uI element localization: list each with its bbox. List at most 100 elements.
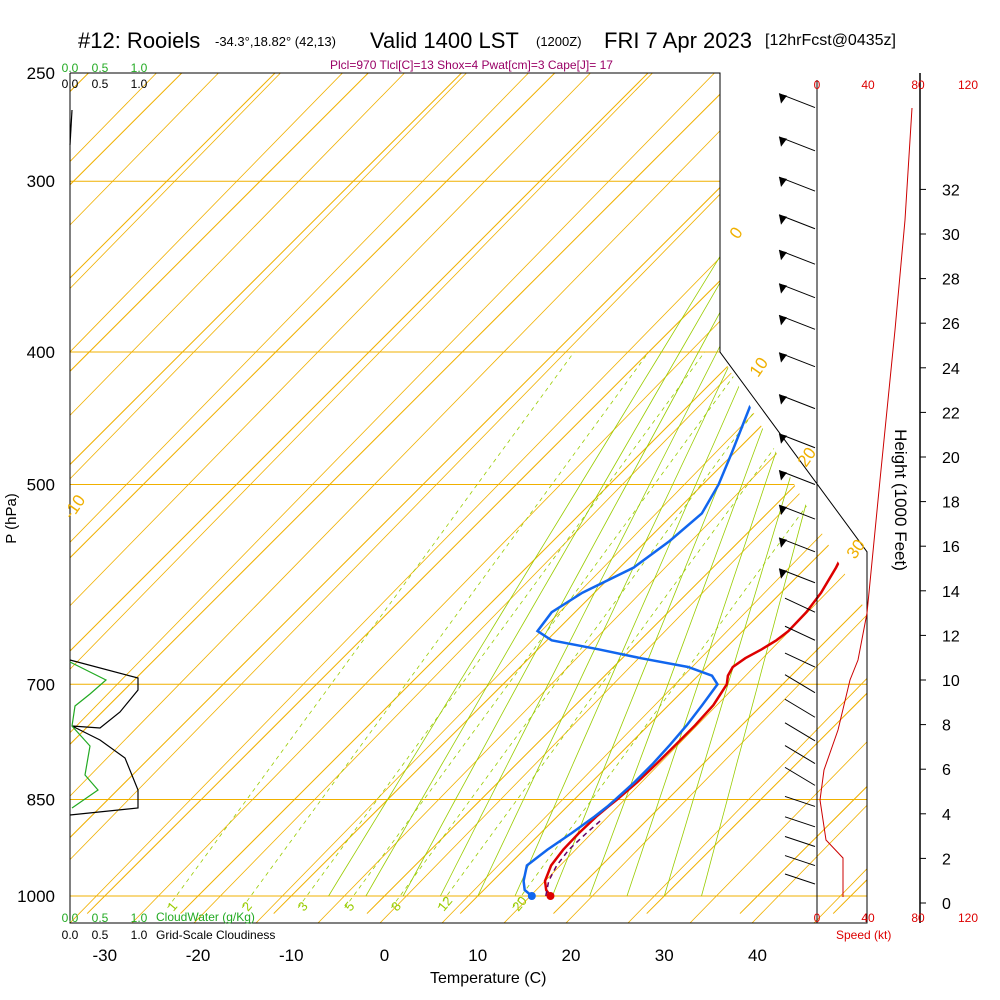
speed-tick-label: 80 bbox=[911, 911, 925, 925]
isotherm-line bbox=[70, 73, 860, 914]
sounding-parameters: Plcl=970 Tlcl[C]=13 Shox=4 Pwat[cm]=3 Ca… bbox=[330, 58, 613, 72]
height-tick-label: 28 bbox=[942, 272, 960, 289]
station-coords: -34.3°,18.82° (42,13) bbox=[215, 34, 336, 49]
isotherm-label: 30 bbox=[843, 536, 869, 562]
pressure-tick-label: 400 bbox=[27, 343, 55, 362]
height-tick-label: 22 bbox=[942, 405, 960, 422]
temperature-line bbox=[543, 107, 867, 897]
wind-barb-flag bbox=[779, 136, 787, 147]
pressure-tick-label: 1000 bbox=[17, 887, 55, 906]
dry-adiabat-line bbox=[627, 73, 867, 923]
cloudwater-scale-label: 1.0 bbox=[131, 61, 148, 75]
wind-barb-flag bbox=[779, 537, 787, 548]
wind-barb-flag bbox=[779, 214, 787, 225]
wind-barb bbox=[784, 855, 816, 867]
pressure-tick-label: 250 bbox=[27, 64, 55, 83]
mixing-ratio-line bbox=[437, 351, 845, 908]
isotherm-line bbox=[553, 73, 867, 914]
temperature-tick-label: 40 bbox=[748, 946, 767, 965]
isotherm-label: 10 bbox=[746, 354, 772, 380]
wind-barb-flag bbox=[779, 433, 787, 444]
isotherm-line bbox=[70, 73, 487, 914]
wind-barb bbox=[784, 597, 816, 613]
wind-barb bbox=[784, 625, 816, 641]
isotherm-line bbox=[180, 73, 867, 914]
cloudwater-scale-label: 1.0 bbox=[131, 911, 148, 925]
isotherm-line bbox=[459, 73, 867, 914]
isotherm-line bbox=[832, 73, 867, 914]
pressure-tick-label: 300 bbox=[27, 172, 55, 191]
speed-tick-label: 0 bbox=[814, 911, 821, 925]
wind-barb-flag bbox=[779, 352, 787, 363]
dry-adiabat-line bbox=[70, 73, 859, 923]
dry-adiabat-line bbox=[70, 73, 673, 923]
dry-adiabat-line bbox=[70, 73, 487, 923]
wind-barb-flag bbox=[779, 568, 787, 579]
isotherm-line bbox=[70, 73, 114, 914]
right-axes: 0040408080120120024681012141618202224262… bbox=[814, 73, 978, 925]
temperature-tick-label: -30 bbox=[92, 946, 117, 965]
height-tick-label: 2 bbox=[942, 851, 951, 868]
cloudwater-scale-label: 0.0 bbox=[62, 61, 79, 75]
wind-barb bbox=[784, 745, 816, 764]
dry-adiabat-line bbox=[131, 73, 867, 923]
wind-barb bbox=[784, 674, 816, 694]
dry-adiabat-line bbox=[441, 73, 867, 923]
cloudiness-scale-label: 0.0 bbox=[62, 77, 79, 91]
parcel-trace bbox=[545, 819, 602, 897]
surface-temperature-marker bbox=[546, 892, 555, 900]
plot-frame bbox=[69, 72, 868, 924]
height-tick-label: 32 bbox=[942, 182, 960, 199]
isotherm-label: 20 bbox=[794, 444, 820, 470]
height-axis-label: Height (1000 Feet) bbox=[891, 429, 910, 571]
height-tick-label: 12 bbox=[942, 628, 960, 645]
height-tick-label: 18 bbox=[942, 495, 960, 512]
surface-dewpoint-marker bbox=[527, 892, 536, 900]
forecast-info: [12hrFcst@0435z] bbox=[765, 32, 896, 49]
valid-time: Valid 1400 LST bbox=[370, 28, 519, 53]
cloudwater-scale-label: 0.5 bbox=[92, 61, 109, 75]
height-tick-label: 4 bbox=[942, 807, 951, 824]
isotherm-label: -10 bbox=[60, 491, 90, 522]
wind-barb-flag bbox=[779, 470, 787, 481]
cloudwater-curve bbox=[69, 661, 108, 809]
speed-axis-label: Speed (kt) bbox=[836, 928, 892, 942]
plot-border bbox=[69, 72, 868, 924]
wind-barb-flag bbox=[779, 315, 787, 326]
mixing-ratio-line bbox=[391, 351, 799, 908]
height-tick-label: 26 bbox=[942, 316, 960, 333]
cloudiness-scale-label: 0.5 bbox=[92, 928, 109, 942]
y-axis-label: P (hPa) bbox=[2, 493, 20, 544]
isotherm-label: 0 bbox=[726, 224, 747, 243]
isotherm-line bbox=[0, 49, 19, 914]
speed-tick-label: 120 bbox=[958, 78, 978, 92]
dry-adiabat-line bbox=[751, 73, 867, 923]
speed-tick-label: 120 bbox=[958, 911, 978, 925]
cloudiness-scale-label: 0.5 bbox=[92, 77, 109, 91]
dry-adiabat-line bbox=[689, 73, 867, 923]
wind-barb-flag bbox=[779, 394, 787, 405]
height-tick-label: 30 bbox=[942, 227, 960, 244]
station-name: #12: Rooiels bbox=[78, 28, 201, 53]
wind-barb-flag bbox=[779, 505, 787, 516]
wind-barb bbox=[784, 698, 816, 718]
x-axis-label: Temperature (C) bbox=[430, 970, 547, 987]
isotherm-line bbox=[70, 73, 673, 914]
height-tick-label: 6 bbox=[942, 762, 951, 779]
isotherm-line bbox=[646, 73, 867, 914]
wind-barb bbox=[784, 652, 816, 668]
dry-adiabat-line bbox=[70, 73, 735, 923]
mixing-ratio-line bbox=[512, 351, 867, 908]
temperature-tick-label: 10 bbox=[468, 946, 487, 965]
pressure-tick-label: 850 bbox=[27, 791, 55, 810]
moist-adiabat-line bbox=[328, 73, 833, 897]
dry-adiabat-line bbox=[70, 73, 425, 923]
wind-barb bbox=[784, 816, 816, 828]
wind-barb bbox=[784, 766, 816, 786]
height-tick-label: 16 bbox=[942, 539, 960, 556]
dry-adiabat-line bbox=[70, 73, 611, 923]
mixing-ratio-line bbox=[344, 351, 752, 908]
height-tick-label: 20 bbox=[942, 450, 960, 467]
cloudiness-scale-label: 1.0 bbox=[131, 928, 148, 942]
